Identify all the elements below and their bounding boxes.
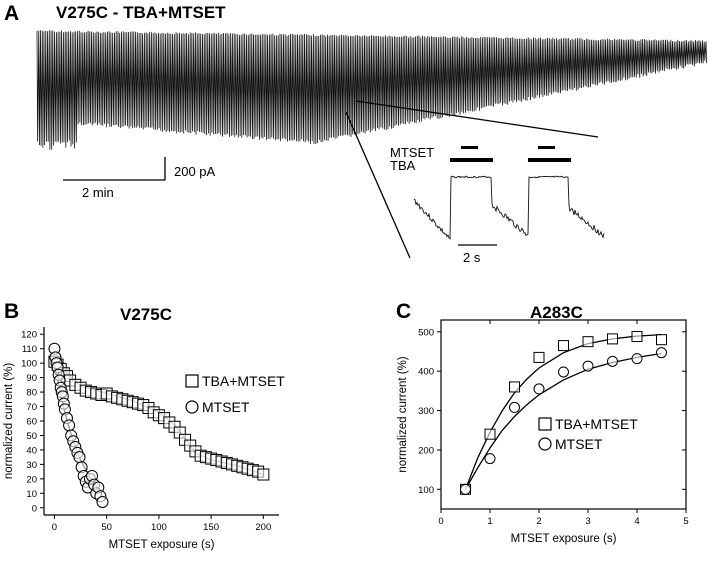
panel-b-letter: B bbox=[4, 300, 19, 323]
chart-c: 0 1 2 3 4 5 100 200 300 400 500 MTSET exposure (s) n… bbox=[397, 319, 689, 545]
x-tick-label: 1 bbox=[487, 516, 492, 527]
panel-a-title: V275C - TBA+MTSET bbox=[56, 3, 226, 22]
inset-tba-bar-2 bbox=[528, 158, 571, 162]
x-tick-label: 3 bbox=[585, 516, 590, 527]
y-tick-label: 300 bbox=[418, 406, 434, 417]
x-tick-label: 4 bbox=[634, 516, 639, 527]
circle-point bbox=[656, 347, 667, 359]
x-axis-label: MTSET exposure (s) bbox=[511, 533, 617, 545]
inset-mtset-label: MTSET bbox=[390, 145, 434, 160]
y-tick-label: 0 bbox=[32, 503, 37, 514]
current-trace-path bbox=[36, 30, 707, 150]
circle-point bbox=[607, 355, 618, 367]
y-tick-label: 10 bbox=[26, 489, 37, 500]
y-tick-label: 50 bbox=[26, 431, 37, 442]
circle-point bbox=[509, 401, 520, 413]
inset-trace bbox=[413, 175, 605, 240]
legend-label: MTSET bbox=[555, 436, 603, 452]
current-trace bbox=[36, 30, 707, 150]
panel-b-title: V275C bbox=[120, 305, 172, 324]
x-tick-label: 2 bbox=[536, 516, 541, 527]
zoom-line-left bbox=[345, 111, 411, 259]
legend-square-marker bbox=[538, 417, 552, 431]
inset-tba-bar-1 bbox=[450, 158, 493, 162]
legend-label: TBA+MTSET bbox=[555, 416, 638, 432]
square-point bbox=[558, 340, 569, 352]
legend-square-marker bbox=[185, 374, 199, 388]
chart-b: 0 50 100 150 200 0 10 20 30 40 50 60 70 80 90 100 110 120… bbox=[3, 327, 285, 551]
panel-c-letter: C bbox=[396, 300, 411, 323]
y-axis-label: normalized current (%) bbox=[3, 363, 15, 479]
y-tick-label: 20 bbox=[26, 474, 37, 485]
circle-point bbox=[96, 495, 109, 508]
panel-a-letter: A bbox=[4, 2, 19, 25]
circle-point bbox=[631, 353, 643, 365]
circle-point bbox=[484, 453, 496, 465]
y-tick-label: 90 bbox=[26, 373, 37, 384]
square-point bbox=[484, 428, 496, 440]
circle-point bbox=[63, 419, 76, 432]
inset-mtset-bar-2 bbox=[538, 146, 555, 149]
y-tick-label: 100 bbox=[21, 359, 37, 370]
y-tick-label: 500 bbox=[418, 327, 434, 338]
circle-point bbox=[558, 366, 569, 378]
y-tick-label: 120 bbox=[21, 330, 37, 341]
x-tick-label: 0 bbox=[52, 522, 57, 533]
legend-circle-marker bbox=[538, 437, 552, 451]
square-point bbox=[582, 336, 594, 348]
y-tick-label: 40 bbox=[26, 445, 37, 456]
circle-point bbox=[533, 383, 545, 395]
x-tick-label: 100 bbox=[151, 522, 167, 533]
y-tick-label: 110 bbox=[22, 344, 37, 355]
x-axis-label: MTSET exposure (s) bbox=[109, 539, 215, 551]
y-tick-label: 60 bbox=[26, 417, 37, 428]
y-tick-label: 80 bbox=[26, 388, 37, 399]
inset-tba-label: TBA bbox=[390, 158, 416, 173]
x-tick-label: 0 bbox=[438, 516, 443, 527]
inset-time-scale-label: 2 s bbox=[463, 250, 481, 265]
y-axis-label: normalized current (%) bbox=[397, 356, 409, 472]
legend-circle-marker bbox=[185, 400, 199, 414]
square-point bbox=[533, 351, 545, 363]
square-point bbox=[607, 333, 618, 345]
y-tick-label: 70 bbox=[26, 402, 37, 413]
legend-label: MTSET bbox=[202, 399, 250, 415]
time-scale-label: 2 min bbox=[82, 185, 114, 200]
square-point bbox=[509, 381, 520, 393]
y-tick-label: 400 bbox=[418, 367, 434, 378]
legend-label: TBA+MTSET bbox=[202, 373, 285, 389]
x-tick-label: 150 bbox=[203, 522, 219, 533]
x-tick-label: 50 bbox=[101, 522, 112, 533]
y-tick-label: 200 bbox=[418, 445, 434, 456]
inset-mtset-bar-1 bbox=[461, 146, 478, 149]
circle-point bbox=[582, 360, 594, 372]
circle-point bbox=[73, 451, 86, 464]
y-tick-label: 100 bbox=[418, 485, 434, 496]
inset-trace-path bbox=[413, 175, 605, 240]
panel-c-title: A283C bbox=[530, 303, 583, 322]
plot-frame bbox=[440, 319, 687, 510]
square-point bbox=[631, 331, 643, 343]
x-tick-label: 200 bbox=[255, 522, 271, 533]
y-tick-label: 30 bbox=[26, 460, 37, 471]
current-scale-label: 200 pA bbox=[174, 164, 216, 179]
x-tick-label: 5 bbox=[683, 516, 688, 527]
circle-point bbox=[460, 483, 471, 495]
zoom-line-top bbox=[355, 100, 599, 138]
square-point bbox=[257, 468, 270, 481]
square-point bbox=[656, 334, 667, 346]
